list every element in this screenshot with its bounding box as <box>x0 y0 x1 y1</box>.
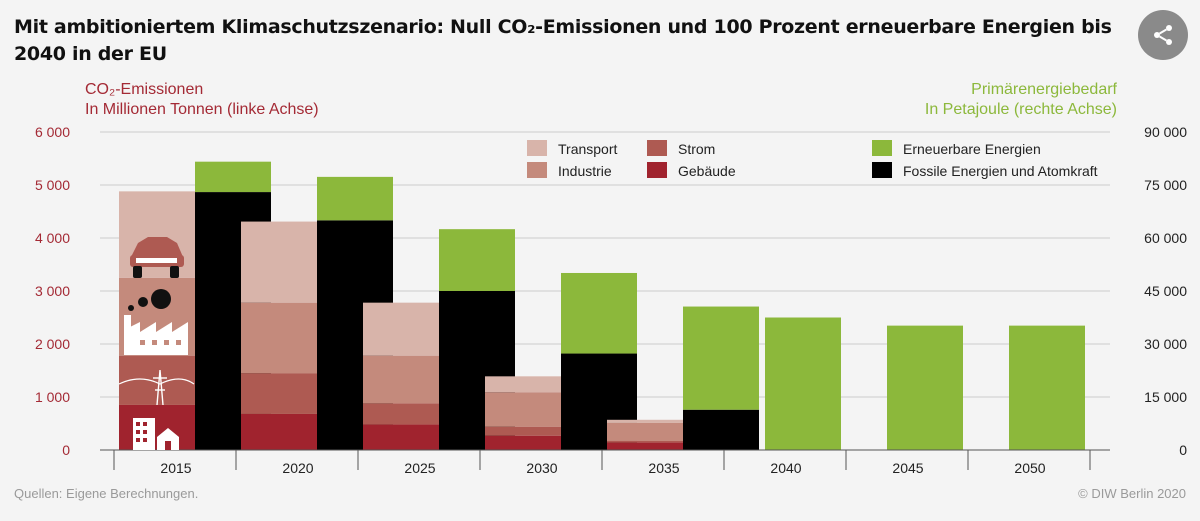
left-axis-title: CO₂-Emissionen <box>85 81 204 98</box>
legend-swatch-strom <box>647 140 667 156</box>
legend-swatch-fossil <box>872 162 892 178</box>
smoke-icon <box>128 289 171 311</box>
legend-label-transport: Transport <box>558 141 618 157</box>
bar-energy-erneuerbar-2025 <box>439 229 515 291</box>
bar-emissions-strom-2020 <box>241 373 317 414</box>
bar-energy-erneuerbar-2035 <box>683 306 759 410</box>
bar-energy-erneuerbar-2020 <box>317 176 393 221</box>
left-tick-label: 3 000 <box>35 283 70 299</box>
bar-emissions-transport-2020 <box>241 221 317 303</box>
right-tick-label: 60 000 <box>1144 230 1187 246</box>
left-tick-label: 2 000 <box>35 336 70 352</box>
right-tick-label: 15 000 <box>1144 389 1187 405</box>
left-axis-header: CO₂-Emissionen In Millionen Tonnen (link… <box>85 80 319 120</box>
bar-energy-erneuerbar-2040 <box>765 317 841 450</box>
right-tick-label: 75 000 <box>1144 177 1187 193</box>
left-tick-label: 1 000 <box>35 389 70 405</box>
legend-swatch-erneuerbar <box>872 140 892 156</box>
factory-icon <box>124 315 188 355</box>
copyright-note: © DIW Berlin 2020 <box>1078 486 1186 501</box>
bar-energy-erneuerbar-2030 <box>561 272 637 354</box>
legend-label-industrie: Industrie <box>558 163 612 179</box>
bars-layer: 2015 2020 2025 2030 2035 2040 2045 2050 <box>100 161 1110 476</box>
bar-emissions-gebaeude-2025 <box>363 424 439 450</box>
left-tick-label: 0 <box>62 442 70 458</box>
x-tick-label: 2050 <box>1014 460 1045 476</box>
x-tick-label: 2040 <box>770 460 801 476</box>
bar-emissions-industrie-2020 <box>241 302 317 374</box>
bar-emissions-strom-2025 <box>363 403 439 425</box>
sector-icons <box>118 237 195 450</box>
bar-emissions-transport-2035 <box>607 419 683 423</box>
chart-title: Mit ambitioniertem Klimaschutzszenario: … <box>14 16 1112 65</box>
legend-label-strom: Strom <box>678 141 715 157</box>
left-tick-label: 6 000 <box>35 124 70 140</box>
share-icon <box>1154 25 1172 45</box>
right-tick-label: 0 <box>1179 442 1187 458</box>
x-tick-label: 2025 <box>404 460 435 476</box>
legend-swatch-transport <box>527 140 547 156</box>
bar-energy-erneuerbar-2050 <box>1009 325 1085 450</box>
x-tick-label: 2030 <box>526 460 557 476</box>
right-axis-header: Primärenergiebedarf In Petajoule (rechte… <box>925 80 1117 120</box>
legend-label-gebaeude: Gebäude <box>678 163 736 179</box>
bar-energy-erneuerbar-2015 <box>195 161 271 193</box>
power-line-icon <box>118 369 195 406</box>
right-axis-title: Primärenergiebedarf <box>971 81 1117 98</box>
legend-label-erneuerbar: Erneuerbare Energien <box>903 141 1041 157</box>
bar-energy-erneuerbar-2045 <box>887 325 963 450</box>
right-tick-label: 45 000 <box>1144 283 1187 299</box>
buildings-icon <box>133 418 179 450</box>
x-tick-label: 2035 <box>648 460 679 476</box>
bar-emissions-industrie-2030 <box>485 392 561 427</box>
left-tick-label: 4 000 <box>35 230 70 246</box>
share-button[interactable] <box>1138 10 1188 60</box>
right-tick-label: 30 000 <box>1144 336 1187 352</box>
bar-emissions-industrie-2035 <box>607 422 683 441</box>
left-axis-subtitle: In Millionen Tonnen (linke Achse) <box>85 101 319 118</box>
x-tick-label: 2020 <box>282 460 313 476</box>
right-axis-subtitle: In Petajoule (rechte Achse) <box>924 101 1117 118</box>
bar-emissions-industrie-2025 <box>363 355 439 404</box>
bar-emissions-transport-2025 <box>363 302 439 356</box>
x-tick-label: 2045 <box>892 460 923 476</box>
grid-layer: 0 0 1 000 15 000 2 000 30 000 3 000 45 000 4 000… <box>35 124 1187 458</box>
legend-swatch-industrie <box>527 162 547 178</box>
bar-emissions-strom-2035 <box>607 440 683 443</box>
bar-emissions-transport-2030 <box>485 376 561 393</box>
bar-emissions-gebaeude-2030 <box>485 435 561 450</box>
legend: Transport Industrie Strom Gebäude Erneuerbar… <box>527 140 1098 179</box>
car-icon <box>130 237 184 278</box>
left-tick-label: 5 000 <box>35 177 70 193</box>
bar-energy-fossil-2035 <box>683 409 759 450</box>
legend-label-fossil: Fossile Energien und Atomkraft <box>903 163 1098 179</box>
source-note: Quellen: Eigene Berechnungen. <box>14 486 199 501</box>
legend-swatch-gebaeude <box>647 162 667 178</box>
right-tick-label: 90 000 <box>1144 124 1187 140</box>
bar-emissions-strom-2030 <box>485 426 561 436</box>
bar-emissions-gebaeude-2020 <box>241 413 317 450</box>
x-tick-label: 2015 <box>160 460 191 476</box>
bar-emissions-gebaeude-2035 <box>607 442 683 450</box>
